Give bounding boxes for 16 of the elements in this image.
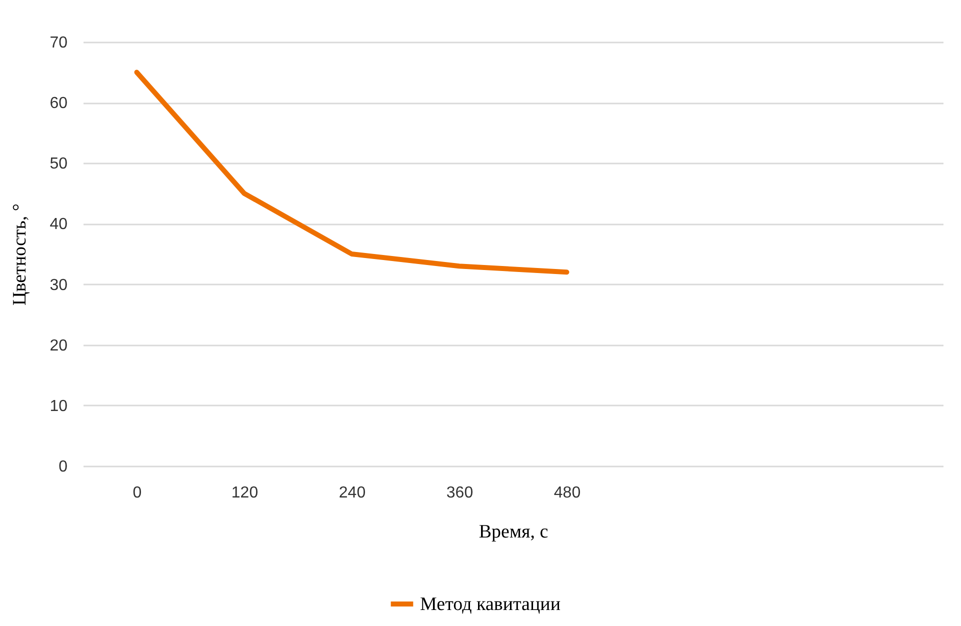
y-tick-label: 0 [58,458,68,476]
y-tick-label: 20 [50,337,68,354]
x-axis-title: Время, с [478,522,548,542]
y-tick-label: 70 [50,34,68,52]
y-tick-label: 40 [50,216,68,234]
x-tick-label: 360 [446,484,474,502]
y-tick-label: 50 [50,156,68,173]
x-tick-label: 120 [231,484,258,502]
x-tick-label: 480 [554,484,581,502]
y-tick-label: 60 [50,95,68,112]
legend-label: Метод кавитации [420,594,560,615]
y-tick-label: 30 [50,276,68,294]
x-tick-label: 0 [132,484,142,502]
y-axis-title: Цветность, ° [10,204,31,306]
y-tick-label: 10 [50,398,68,415]
x-tick-label: 240 [338,484,366,502]
